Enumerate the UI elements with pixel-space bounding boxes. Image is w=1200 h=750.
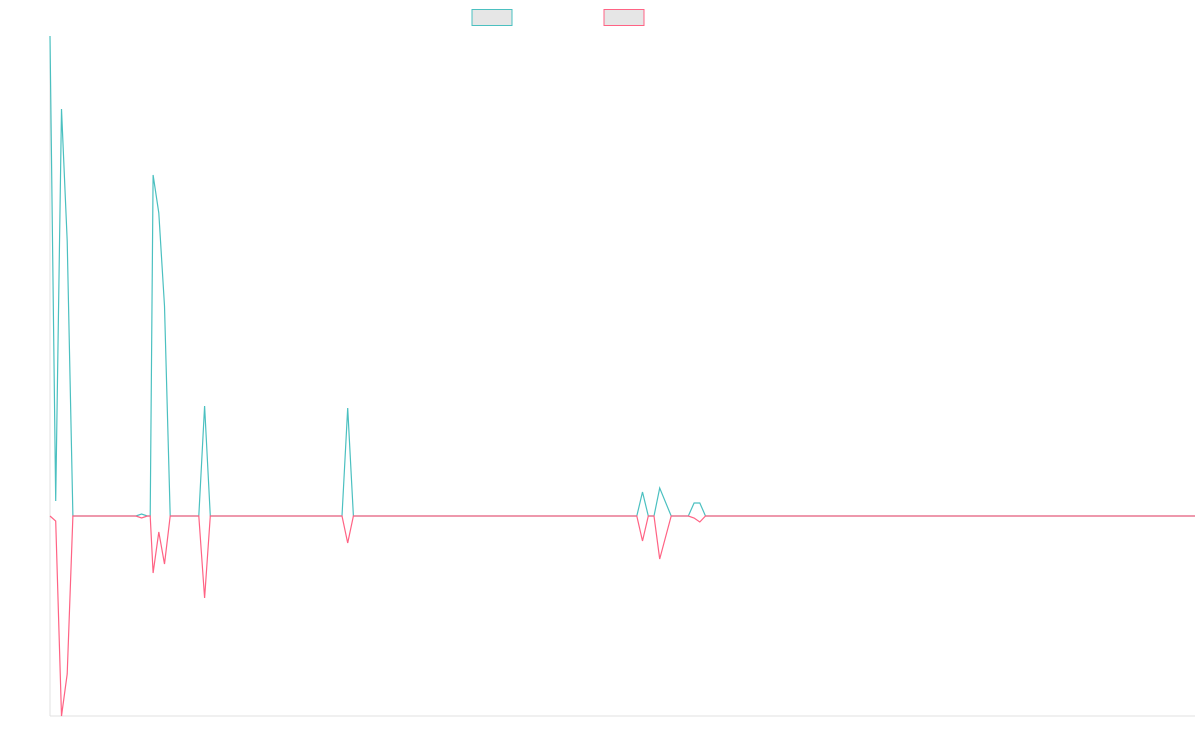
chart-legend	[471, 9, 645, 26]
series-line-1	[49, 35, 1195, 517]
legend-swatch-2[interactable]	[603, 9, 645, 26]
series-1	[49, 35, 1195, 517]
legend-swatch-1[interactable]	[471, 9, 513, 26]
series-2	[49, 515, 1195, 717]
chart-series	[49, 35, 1195, 717]
chart-axes	[49, 36, 1195, 717]
series-line-2	[49, 515, 1195, 717]
